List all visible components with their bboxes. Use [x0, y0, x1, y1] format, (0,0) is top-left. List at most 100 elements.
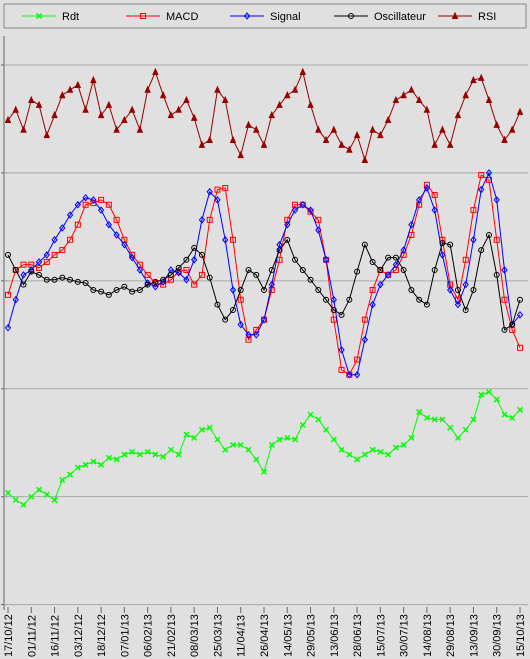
point	[509, 414, 516, 421]
point	[307, 208, 314, 215]
point	[129, 288, 136, 295]
point	[315, 416, 322, 423]
point	[369, 125, 376, 133]
point	[43, 491, 50, 498]
x-tick-label: 29/05/13	[306, 614, 318, 657]
point	[20, 271, 27, 279]
legend-label: Oscillateur	[374, 11, 426, 23]
point	[175, 264, 182, 271]
point	[447, 286, 454, 294]
point	[74, 221, 81, 228]
series-line	[7, 171, 521, 376]
legend-marker	[140, 13, 146, 19]
point	[478, 172, 485, 179]
point	[105, 454, 112, 461]
point	[183, 256, 190, 263]
point	[43, 276, 50, 283]
point	[214, 85, 221, 93]
point	[323, 296, 330, 303]
point	[222, 446, 229, 453]
point	[35, 258, 43, 266]
point	[377, 448, 384, 455]
point	[284, 434, 291, 441]
point	[385, 451, 392, 458]
point	[152, 282, 159, 291]
point	[408, 220, 415, 229]
point	[268, 441, 275, 448]
x-tick-label: 06/02/13	[143, 614, 155, 657]
point	[462, 256, 469, 263]
point	[392, 95, 400, 104]
point	[330, 436, 337, 443]
point	[12, 295, 19, 304]
point	[353, 130, 361, 139]
point	[485, 169, 493, 177]
point	[198, 216, 206, 224]
point	[299, 421, 306, 428]
point	[508, 125, 516, 133]
point	[74, 464, 81, 471]
point	[509, 320, 516, 329]
point	[431, 267, 438, 274]
point	[307, 100, 314, 108]
point	[12, 267, 19, 274]
point	[509, 321, 516, 328]
point	[67, 276, 74, 283]
point	[315, 226, 322, 234]
point	[28, 266, 35, 274]
point	[346, 451, 353, 458]
point	[144, 85, 151, 93]
point	[113, 125, 120, 133]
point	[35, 486, 43, 493]
point	[431, 192, 438, 199]
x-tick-label: 01/11/12	[26, 615, 38, 657]
point	[408, 231, 415, 238]
point	[315, 125, 322, 133]
point	[431, 140, 438, 148]
x-tick-label: 03/12/12	[73, 614, 85, 657]
point	[198, 251, 205, 258]
point	[51, 276, 58, 283]
point	[144, 281, 151, 288]
point	[307, 276, 314, 283]
point	[462, 306, 469, 313]
point	[423, 184, 431, 192]
point	[338, 366, 345, 373]
point	[160, 276, 167, 283]
point	[377, 280, 384, 289]
point	[98, 288, 105, 295]
point	[346, 145, 353, 153]
point	[144, 279, 151, 287]
point	[447, 424, 454, 431]
point	[90, 196, 97, 204]
x-tick-label: 25/03/13	[212, 614, 224, 657]
point	[43, 258, 50, 265]
point	[338, 346, 345, 354]
point	[206, 424, 213, 431]
point	[261, 287, 267, 294]
x-tick-label: 13/09/13	[468, 614, 480, 657]
x-tick-label: 11/04/13	[236, 615, 248, 657]
point	[105, 220, 112, 229]
point	[423, 301, 430, 308]
point	[369, 287, 376, 294]
point	[408, 434, 415, 441]
point	[516, 107, 524, 115]
point	[478, 391, 485, 398]
point	[175, 105, 182, 113]
point	[222, 316, 229, 323]
point	[221, 95, 229, 104]
point	[237, 441, 244, 448]
point	[175, 268, 182, 277]
point	[260, 315, 268, 324]
point	[245, 446, 252, 453]
x-tick-label: 13/06/13	[329, 614, 341, 657]
point	[392, 260, 400, 269]
point	[229, 135, 237, 143]
point	[4, 323, 12, 332]
point	[5, 291, 11, 298]
series-line	[7, 233, 521, 331]
point	[113, 456, 120, 463]
point	[299, 200, 306, 209]
